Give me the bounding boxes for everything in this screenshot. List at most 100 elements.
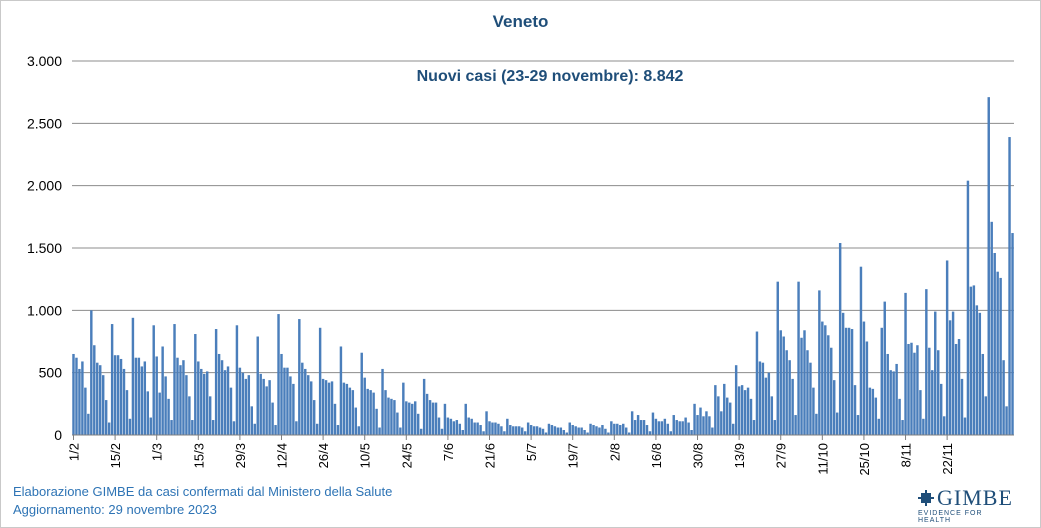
bar — [393, 400, 396, 435]
bar — [99, 365, 102, 435]
bar — [853, 385, 857, 435]
bar — [357, 426, 360, 435]
bar — [624, 427, 628, 435]
bar — [208, 396, 212, 435]
bar — [464, 403, 467, 435]
bar — [627, 432, 631, 435]
bar — [81, 361, 84, 435]
bar — [877, 418, 881, 435]
bar — [485, 411, 488, 435]
bar — [910, 342, 913, 435]
y-tick-label: 3.000 — [27, 53, 62, 69]
bar — [416, 413, 420, 435]
y-tick-label: 1.000 — [27, 302, 62, 318]
bar — [307, 375, 310, 435]
bar — [568, 422, 571, 435]
bar — [734, 365, 738, 435]
bar — [654, 418, 658, 435]
bar — [556, 427, 560, 435]
bar — [78, 368, 81, 435]
bar — [728, 402, 732, 435]
bar — [113, 355, 117, 435]
x-tick-label: 30/8 — [691, 443, 706, 468]
bar — [987, 97, 990, 436]
bar — [515, 426, 518, 435]
bar — [794, 415, 797, 435]
bar — [984, 396, 987, 435]
bar — [422, 378, 426, 435]
bar — [737, 386, 741, 435]
bar — [205, 371, 209, 435]
bar — [345, 383, 349, 435]
bar — [250, 406, 253, 435]
bar — [743, 390, 747, 435]
weekly-cases-annotation: Nuovi casi (23-29 novembre): 8.842 — [416, 68, 684, 85]
bar — [535, 426, 539, 435]
bar — [298, 319, 301, 435]
bar — [253, 423, 256, 435]
bar — [93, 345, 96, 435]
bar — [666, 423, 670, 435]
bar — [883, 301, 886, 435]
bar — [437, 417, 441, 435]
bar — [645, 425, 649, 435]
bar — [449, 418, 453, 435]
bar — [399, 427, 402, 435]
bar — [247, 375, 251, 435]
bar — [889, 370, 892, 435]
bar — [681, 421, 684, 435]
x-tick-label: 10/5 — [358, 443, 373, 468]
bar — [847, 327, 851, 435]
bar — [675, 420, 678, 435]
bar — [821, 321, 824, 435]
bar — [402, 382, 405, 435]
y-tick-label: 2.500 — [27, 115, 62, 131]
bar — [107, 422, 111, 435]
bar — [155, 356, 158, 435]
x-tick-label: 2/8 — [607, 443, 622, 461]
bar — [782, 336, 785, 435]
bar — [360, 352, 363, 435]
bar — [170, 420, 173, 435]
bar — [919, 390, 922, 435]
bar — [390, 398, 393, 435]
bar — [726, 397, 729, 435]
bar — [630, 411, 634, 435]
bar — [140, 366, 144, 435]
bar — [87, 413, 90, 435]
bar — [981, 353, 985, 435]
bar — [512, 426, 515, 435]
bar — [749, 398, 753, 435]
bar — [797, 281, 800, 435]
bar — [75, 357, 78, 435]
bar — [146, 391, 149, 435]
bar — [280, 353, 283, 435]
bar — [538, 427, 542, 435]
update-date: Aggiornamento: 29 novembre 2023 — [13, 502, 217, 517]
bar — [220, 360, 224, 435]
bar — [327, 382, 331, 435]
bar — [217, 353, 221, 435]
bar — [990, 221, 993, 435]
bar — [194, 334, 197, 435]
bar — [761, 362, 765, 435]
bar — [651, 412, 655, 435]
bar — [776, 281, 779, 435]
bar — [372, 392, 375, 435]
bar — [211, 420, 215, 435]
bar — [731, 423, 735, 435]
x-tick-label: 1/2 — [67, 443, 82, 461]
bar — [574, 426, 577, 435]
bar — [197, 361, 200, 435]
bar — [880, 327, 883, 435]
bar — [164, 376, 167, 435]
bar — [708, 416, 711, 435]
bar — [185, 375, 188, 435]
bar — [815, 413, 818, 435]
bar — [295, 421, 298, 435]
bar — [509, 425, 512, 435]
y-tick-label: 0 — [54, 427, 62, 443]
bar — [506, 418, 509, 435]
bar — [702, 416, 705, 435]
